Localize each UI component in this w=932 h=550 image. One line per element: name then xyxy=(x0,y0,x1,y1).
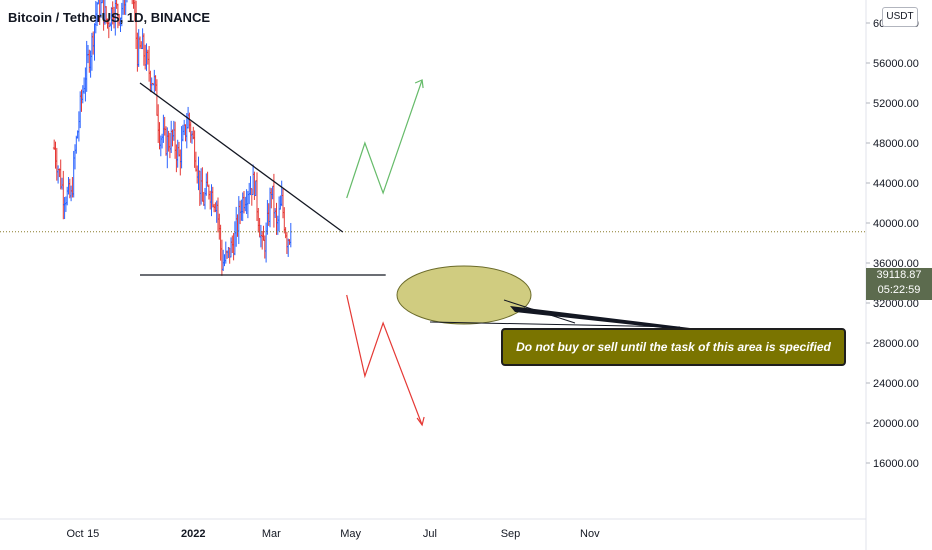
candles-layer xyxy=(52,0,293,276)
bearish-projection-arrow xyxy=(346,294,423,426)
last-price-value: 39118.87 xyxy=(876,269,922,281)
candle xyxy=(101,0,103,4)
time-tick-label: 15 xyxy=(87,528,99,540)
price-tick-label: 40000.00 xyxy=(873,218,919,230)
focus-zone-ellipse xyxy=(396,265,532,325)
price-tick-label: 20000.00 xyxy=(873,418,919,430)
time-tick-label: May xyxy=(340,528,361,540)
price-tick-label: 24000.00 xyxy=(873,378,919,390)
time-axis: Oct 15 2022 Mar May Jul Sep Nov xyxy=(66,528,600,540)
annotation-note[interactable]: Do not buy or sell until the task of thi… xyxy=(501,328,846,366)
currency-button[interactable]: USDT xyxy=(882,7,918,27)
time-tick-label: Mar xyxy=(262,528,281,540)
callout-line xyxy=(429,321,681,328)
last-price-badge: 39118.87 05:22:59 xyxy=(866,268,932,300)
bullish-projection-arrow xyxy=(346,79,423,199)
time-tick-label: Sep xyxy=(501,528,521,540)
bar-countdown: 05:22:59 xyxy=(877,284,921,296)
candle xyxy=(121,0,124,15)
callout-pointer xyxy=(510,306,690,331)
candle xyxy=(124,0,127,16)
time-tick-label: Nov xyxy=(580,528,600,540)
descending-trendline xyxy=(139,82,344,233)
candle xyxy=(97,0,99,5)
price-tick-label: 44000.00 xyxy=(873,178,919,190)
price-tick-label: 56000.00 xyxy=(873,58,919,70)
time-tick-label: Jul xyxy=(423,528,437,540)
price-tick-label: 16000.00 xyxy=(873,458,919,470)
price-axis: 660000.0056000.0052000.0048000.0044000.0… xyxy=(866,18,919,470)
price-tick-label: 28000.00 xyxy=(873,338,919,350)
price-tick-label: 48000.00 xyxy=(873,138,919,150)
time-tick-label: 2022 xyxy=(181,528,205,540)
bullish-arrow-head xyxy=(414,79,424,89)
price-tick-label: 32000.00 xyxy=(873,298,919,310)
time-tick-label: Oct xyxy=(66,528,83,540)
symbol-title[interactable]: Bitcoin / TetherUS, 1D, BINANCE xyxy=(8,10,211,25)
drawings-layer xyxy=(0,79,866,427)
bearish-arrow-head xyxy=(416,416,425,427)
price-tick-label: 52000.00 xyxy=(873,98,919,110)
price-tick-label: 36000.00 xyxy=(873,258,919,270)
